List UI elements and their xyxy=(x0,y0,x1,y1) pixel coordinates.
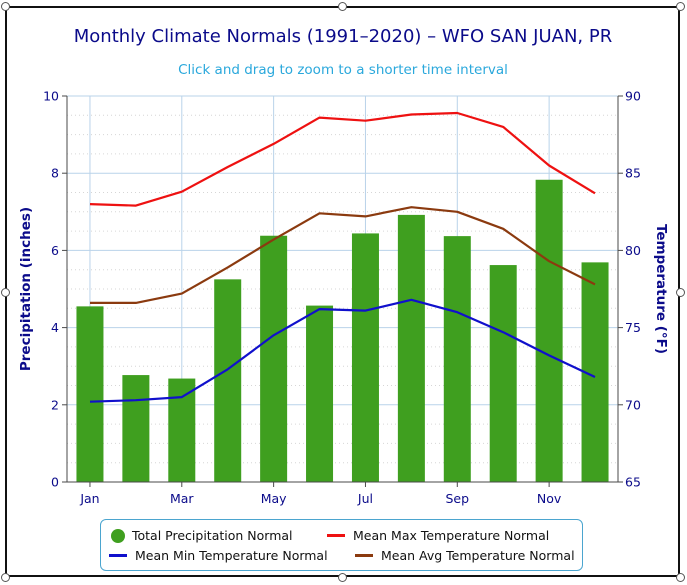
bar-mar xyxy=(168,378,196,482)
precipitation-bars xyxy=(76,179,609,482)
bar-jul xyxy=(351,233,379,482)
resize-handle-top-mid[interactable] xyxy=(338,2,347,11)
x-tick-label: Mar xyxy=(170,491,194,506)
x-tick-label: Jan xyxy=(79,491,99,506)
legend-item-precipitation[interactable]: Total Precipitation Normal xyxy=(111,528,293,543)
legend-label: Total Precipitation Normal xyxy=(132,528,293,543)
y-left-tick-label: 4 xyxy=(51,320,59,335)
bar-jan xyxy=(76,306,104,482)
legend: Total Precipitation Normal Mean Max Temp… xyxy=(100,519,583,571)
bar-apr xyxy=(214,279,242,482)
resize-handle-bottom-mid[interactable] xyxy=(338,573,347,582)
x-tick-label: May xyxy=(261,491,287,506)
legend-line-icon xyxy=(327,534,345,537)
bar-jun xyxy=(306,305,334,482)
y-right-tick-label: 65 xyxy=(625,475,641,490)
legend-line-icon xyxy=(109,554,127,557)
legend-marker-icon xyxy=(111,528,125,543)
y-right-tick-label: 85 xyxy=(625,166,641,181)
chart-subtitle: Click and drag to zoom to a shorter time… xyxy=(178,62,508,78)
bar-sep xyxy=(443,236,471,482)
legend-label: Mean Avg Temperature Normal xyxy=(381,548,575,563)
y-right-tick-label: 75 xyxy=(625,320,641,335)
y-left-tick-label: 2 xyxy=(51,397,59,412)
series-line-2 xyxy=(89,298,596,403)
bar-may xyxy=(260,235,288,482)
y-left-tick-label: 6 xyxy=(51,243,59,258)
resize-handle-top-right[interactable] xyxy=(676,2,685,11)
y-left-axis-title: Precipitation (inches) xyxy=(18,207,34,371)
bar-oct xyxy=(489,265,517,482)
x-tick-label: Nov xyxy=(537,491,562,506)
x-tick-label: Sep xyxy=(446,491,470,506)
legend-item-max-temp[interactable]: Mean Max Temperature Normal xyxy=(327,528,549,543)
resize-handle-mid-right[interactable] xyxy=(676,288,685,297)
bar-aug xyxy=(397,214,425,482)
y-left-tick-label: 10 xyxy=(43,89,59,104)
legend-label: Mean Max Temperature Normal xyxy=(353,528,550,543)
axes: 0 2 4 6 8 10 65 70 75 80 85 90 Jan Mar May Jul Sep Nov xyxy=(43,89,641,507)
temperature-lines xyxy=(89,111,596,403)
y-right-tick-label: 80 xyxy=(625,243,641,258)
bar-nov xyxy=(535,179,563,482)
y-left-tick-label: 8 xyxy=(51,166,59,181)
legend-item-min-temp[interactable]: Mean Min Temperature Normal xyxy=(109,548,328,563)
chart-title: Monthly Climate Normals (1991–2020) – WF… xyxy=(74,26,612,47)
legend-line-icon xyxy=(355,554,373,557)
y-right-tick-label: 90 xyxy=(625,89,641,104)
legend-label: Mean Min Temperature Normal xyxy=(135,548,328,563)
y-right-axis-title: Temperature (°F) xyxy=(653,224,669,354)
y-right-tick-label: 70 xyxy=(625,397,641,412)
legend-item-avg-temp[interactable]: Mean Avg Temperature Normal xyxy=(355,548,575,563)
resize-handle-top-left[interactable] xyxy=(1,2,10,11)
series-line-1 xyxy=(89,111,596,207)
resize-handle-bottom-right[interactable] xyxy=(676,573,685,582)
resize-handle-bottom-left[interactable] xyxy=(1,573,10,582)
y-left-tick-label: 0 xyxy=(51,475,59,490)
series-line-3 xyxy=(90,206,596,304)
bar-feb xyxy=(122,375,150,482)
resize-handle-mid-left[interactable] xyxy=(1,288,10,297)
x-tick-label: Jul xyxy=(357,491,373,506)
